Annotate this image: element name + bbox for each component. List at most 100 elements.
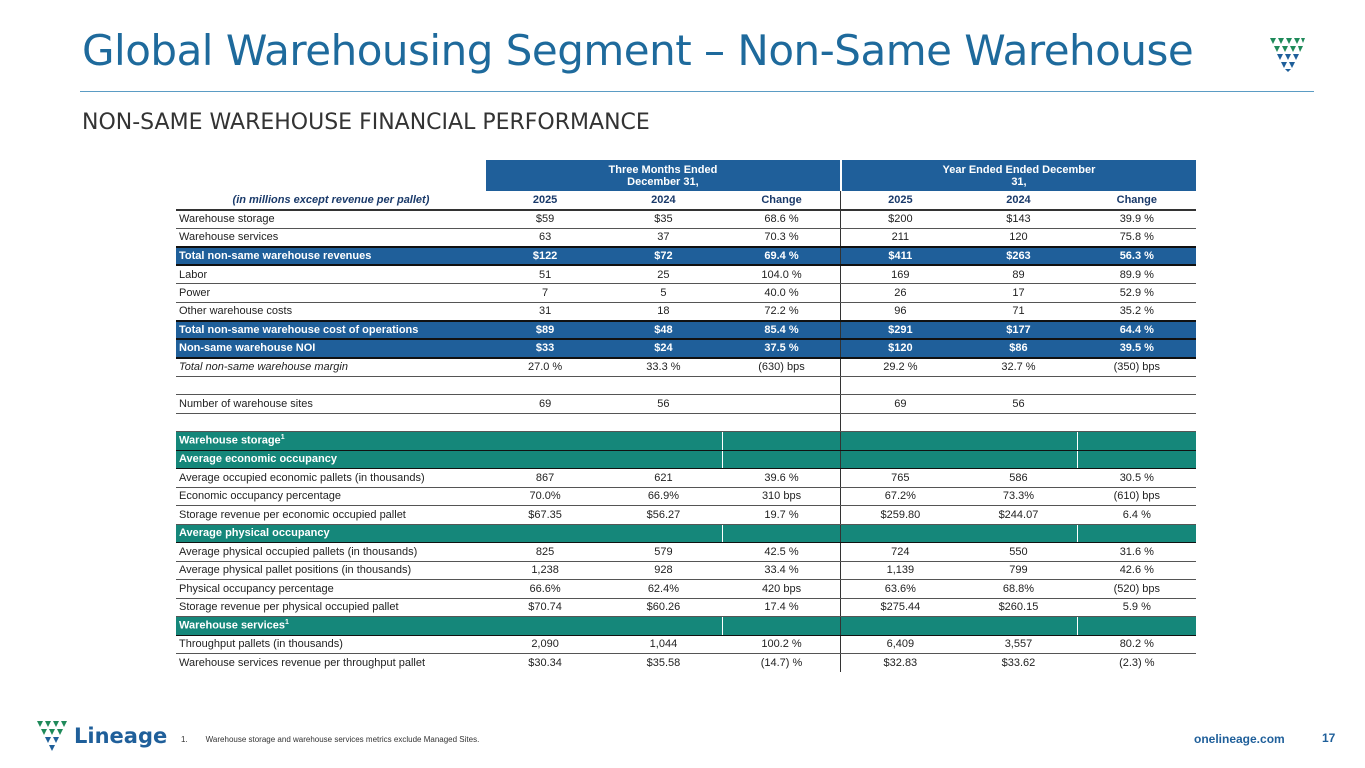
table-row: Labor 51 25 104.0 % 169 89 89.9 % [176,265,1196,284]
footer-logo: Lineage [36,720,167,752]
cell: 19.7 % [722,505,842,525]
cell: 3,557 [959,635,1078,654]
footnote: 1. Warehouse storage and warehouse servic… [181,735,479,744]
cell: 867 [485,468,605,488]
cell: 1,139 [840,561,960,580]
cell: 37 [604,228,723,247]
cell: 6.4 % [1077,505,1196,525]
table-row: Average occupied economic pallets (in th… [176,468,1196,488]
row-label: Other warehouse costs [176,302,486,321]
cell: 63 [485,228,605,247]
col-q-2025: 2025 [485,191,605,211]
cell: 100.2 % [722,635,842,654]
cell: $89 [485,319,605,340]
cell: 2,090 [485,635,605,654]
cell: 63.6% [840,579,960,599]
spacer-row [176,413,1196,432]
cell [722,394,842,414]
row-label: Non-same warehouse NOI [176,338,486,359]
cell: 56 [959,394,1078,414]
cell: 80.2 % [1077,635,1196,654]
section-label: Warehouse services [179,620,285,633]
cell: 89 [959,265,1078,284]
cell: 56.3 % [1077,245,1196,266]
cell: 69.4 % [722,245,842,266]
cell: $260.15 [959,598,1078,617]
row-label: Storage revenue per physical occupied pa… [176,598,486,617]
cell: 621 [604,468,723,488]
cell: 51 [485,265,605,284]
footnote-ref: 1 [280,434,285,442]
cell: 32.7 % [959,357,1078,377]
cell: $59 [485,209,605,229]
cell: 39.5 % [1077,338,1196,359]
cell: $259.80 [840,505,960,525]
cell: 928 [604,561,723,580]
table-row: Economic occupancy percentage 70.0% 66.9% 3… [176,487,1196,506]
table-row: Storage revenue per physical occupied pa… [176,598,1196,617]
table-row: Warehouse services 63 37 70.3 % 211 120 75.8 % [176,228,1196,247]
cell: 27.0 % [485,357,605,377]
col-y-change: Change [1077,191,1196,211]
cell: $143 [959,209,1078,229]
cell: 52.9 % [1077,283,1196,303]
cell: 579 [604,542,723,562]
cell: 71 [959,302,1078,321]
cell: 85.4 % [722,319,842,340]
section-label: Average physical occupancy [176,524,486,543]
cell: $177 [959,319,1078,340]
cell: $120 [840,338,960,359]
cell: 5 [604,283,723,303]
cell: 69 [840,394,960,414]
cell: (520) bps [1077,579,1196,599]
row-label: Throughput pallets (in thousands) [176,635,486,654]
cell: $200 [840,209,960,229]
cell: $60.26 [604,598,723,617]
cell: 70.0% [485,487,605,506]
cell: 586 [959,468,1078,488]
cell: $56.27 [604,505,723,525]
section-label: Average economic occupancy [176,450,486,469]
row-label: Warehouse services [176,228,486,247]
cell: $72 [604,245,723,266]
section-row-physical: Average physical occupancy [176,524,1196,543]
footnote-number: 1. [181,735,188,744]
cell: 17 [959,283,1078,303]
cell: 89.9 % [1077,265,1196,284]
table-row: Warehouse services revenue per throughpu… [176,653,1196,672]
cell: 96 [840,302,960,321]
cell: (14.7) % [722,653,842,672]
row-label: Labor [176,265,486,284]
row-label: Physical occupancy percentage [176,579,486,599]
cell: 37.5 % [722,338,842,359]
cell: $86 [959,338,1078,359]
total-row: Total non-same warehouse cost of operati… [176,319,1196,340]
cell: $35 [604,209,723,229]
website-link[interactable]: onelineage.com [1194,732,1285,746]
footnote-ref: 1 [284,619,289,627]
column-header-row: (in millions except revenue per pallet) … [176,191,1196,211]
cell: 30.5 % [1077,468,1196,488]
row-label: Total non-same warehouse revenues [176,245,486,266]
row-label: Number of warehouse sites [176,394,486,414]
cell: 67.2% [840,487,960,506]
total-row: Non-same warehouse NOI $33 $24 37.5 % $120 $8… [176,338,1196,359]
section-row-warehouse-storage: Warehouse storage1 [176,431,1196,451]
cell: 33.4 % [722,561,842,580]
table-row: Storage revenue per economic occupied pa… [176,505,1196,525]
cell: 724 [840,542,960,562]
row-label: Warehouse storage [176,209,486,229]
cell: 42.5 % [722,542,842,562]
row-label: Average physical occupied pallets (in th… [176,542,486,562]
cell: 56 [604,394,723,414]
lineage-logo-icon [1270,38,1305,72]
cell: $244.07 [959,505,1078,525]
cell: 62.4% [604,579,723,599]
section-row-economic: Average economic occupancy [176,450,1196,469]
cell: 825 [485,542,605,562]
cell: 31 [485,302,605,321]
cell: 25 [604,265,723,284]
cell: $33 [485,338,605,359]
cell: 5.9 % [1077,598,1196,617]
spacer-row [176,376,1196,395]
